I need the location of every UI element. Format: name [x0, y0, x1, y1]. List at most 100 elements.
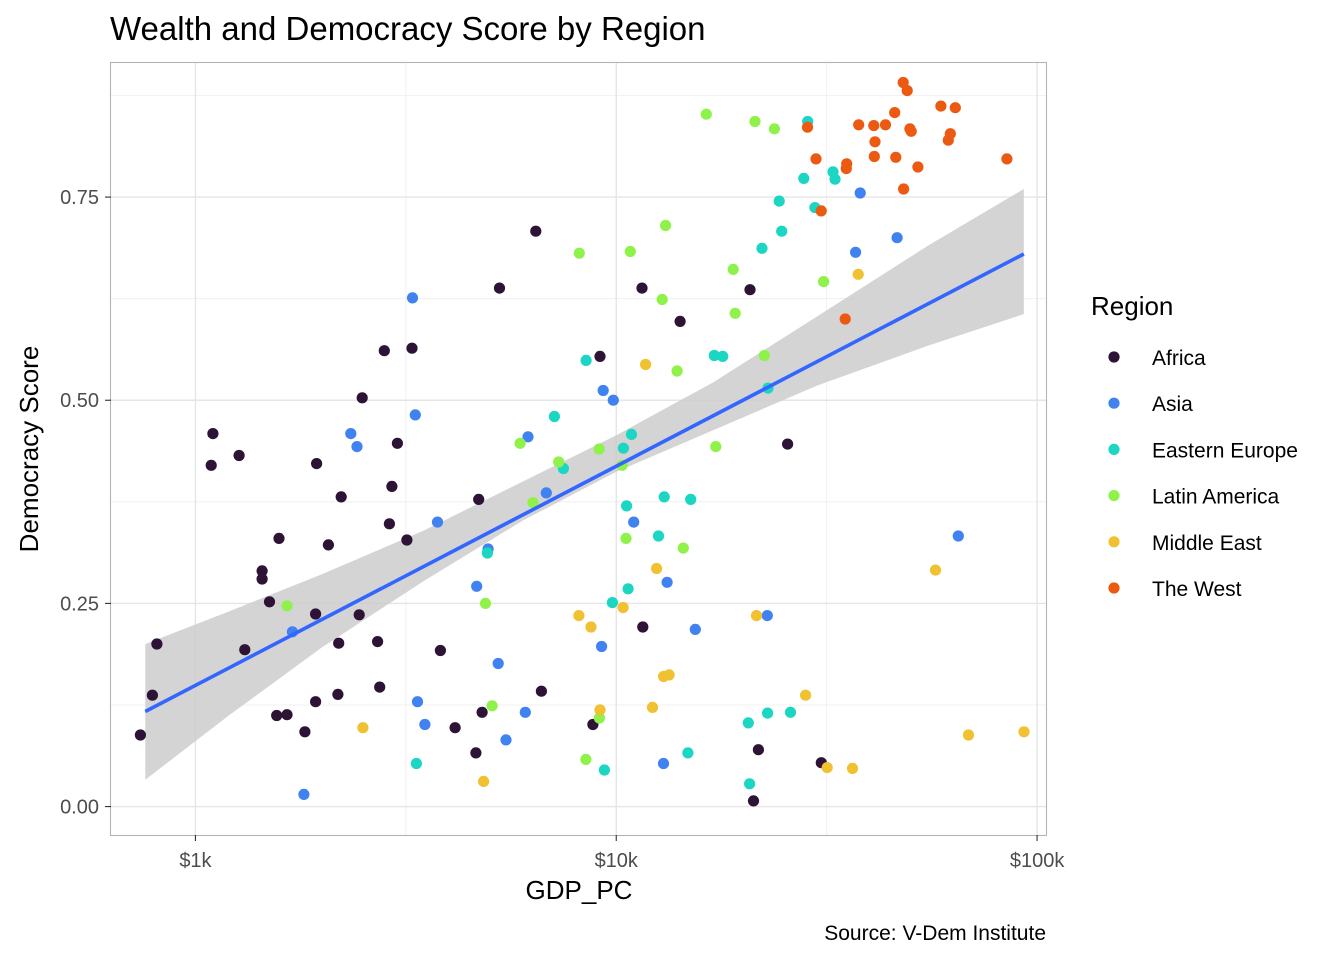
point-asia	[854, 187, 866, 199]
point-middle-east	[617, 601, 629, 614]
point-africa	[401, 534, 413, 546]
point-eastern-europe	[742, 717, 754, 729]
point-middle-east	[651, 562, 663, 575]
point-asia	[522, 431, 534, 443]
point-middle-east	[663, 669, 675, 681]
point-the-west	[839, 313, 851, 325]
point-latin-america	[479, 597, 492, 610]
legend-label-eastern-europe: Eastern Europe	[1152, 439, 1298, 462]
point-africa	[476, 706, 488, 718]
legend-key-asia	[1108, 397, 1120, 409]
point-middle-east	[573, 610, 585, 622]
point-the-west	[935, 100, 947, 112]
point-latin-america	[768, 123, 781, 135]
point-africa	[271, 709, 283, 722]
point-latin-america	[677, 542, 689, 554]
point-eastern-europe	[744, 778, 756, 790]
plot-panel-border	[109, 61, 1048, 837]
legend-title: Region	[1091, 291, 1173, 321]
point-africa	[310, 608, 322, 620]
point-the-west	[905, 125, 917, 137]
point-africa	[239, 644, 251, 656]
point-africa	[256, 573, 268, 585]
point-middle-east	[585, 621, 597, 633]
point-asia	[419, 718, 431, 731]
point-eastern-europe	[598, 764, 611, 776]
point-latin-america	[486, 700, 498, 712]
point-latin-america	[818, 276, 830, 288]
point-middle-east	[646, 701, 659, 714]
point-eastern-europe	[682, 747, 694, 759]
point-africa	[322, 539, 334, 551]
point-africa	[281, 709, 293, 721]
x-tick-label: $100k	[1010, 850, 1065, 872]
point-africa	[151, 638, 163, 650]
point-africa	[378, 345, 390, 357]
point-africa	[470, 747, 482, 759]
x-tick-label: $10k	[595, 850, 639, 872]
minor-gridlines	[111, 63, 1046, 835]
point-latin-america	[593, 712, 606, 724]
point-middle-east	[357, 722, 369, 734]
point-middle-east	[821, 762, 833, 774]
point-eastern-europe	[617, 442, 630, 454]
point-eastern-europe	[829, 173, 841, 185]
point-africa	[207, 428, 219, 440]
point-asia	[657, 757, 670, 770]
point-eastern-europe	[776, 225, 788, 237]
point-africa	[747, 795, 760, 807]
y-axis-ticks: 0.00 0.25 0.50 0.75	[60, 187, 111, 819]
point-the-west	[868, 150, 880, 163]
point-asia	[411, 696, 424, 708]
point-africa	[386, 480, 398, 492]
point-eastern-europe	[621, 500, 633, 512]
point-the-west	[853, 119, 865, 131]
point-asia	[519, 706, 531, 718]
point-asia	[345, 428, 357, 440]
point-the-west	[879, 119, 892, 131]
point-eastern-europe	[481, 547, 493, 559]
point-the-west	[869, 136, 881, 148]
legend-label-asia: Asia	[1152, 393, 1193, 416]
point-latin-america	[758, 349, 771, 362]
point-latin-america	[624, 245, 636, 258]
y-tick-label: 0.75	[60, 187, 99, 209]
point-eastern-europe	[756, 242, 768, 254]
point-africa	[146, 689, 158, 701]
point-middle-east	[800, 689, 812, 701]
point-latin-america	[656, 293, 668, 306]
x-axis-title: GDP_PC	[526, 875, 633, 905]
point-middle-east	[852, 268, 864, 280]
point-eastern-europe	[798, 172, 810, 184]
point-the-west	[841, 158, 853, 170]
point-asia	[597, 384, 609, 397]
point-latin-america	[749, 115, 761, 128]
point-the-west	[898, 183, 910, 195]
legend-key-the-west	[1108, 582, 1120, 594]
point-africa	[473, 493, 485, 505]
point-asia	[431, 516, 444, 528]
point-the-west	[949, 102, 961, 114]
trend-line	[144, 252, 1025, 714]
point-the-west	[901, 85, 913, 97]
point-africa	[636, 282, 648, 294]
point-latin-america	[573, 247, 585, 259]
point-latin-america	[527, 497, 539, 509]
point-asia	[406, 292, 419, 304]
legend: Africa Asia Eastern Europe Latin America Mid…	[1108, 347, 1298, 601]
point-middle-east	[846, 762, 859, 775]
y-axis-title: Democracy Score	[14, 346, 44, 553]
chart-title: Wealth and Democracy Score by Region	[110, 10, 706, 47]
point-asia	[689, 623, 701, 636]
point-africa	[594, 350, 606, 362]
point-the-west	[801, 121, 814, 133]
point-africa	[134, 729, 146, 741]
point-the-west	[810, 153, 822, 165]
point-africa	[535, 685, 548, 697]
point-latin-america	[710, 441, 722, 453]
point-africa	[356, 392, 368, 404]
point-the-west	[889, 107, 901, 119]
point-middle-east	[929, 564, 942, 576]
point-africa	[391, 437, 403, 449]
